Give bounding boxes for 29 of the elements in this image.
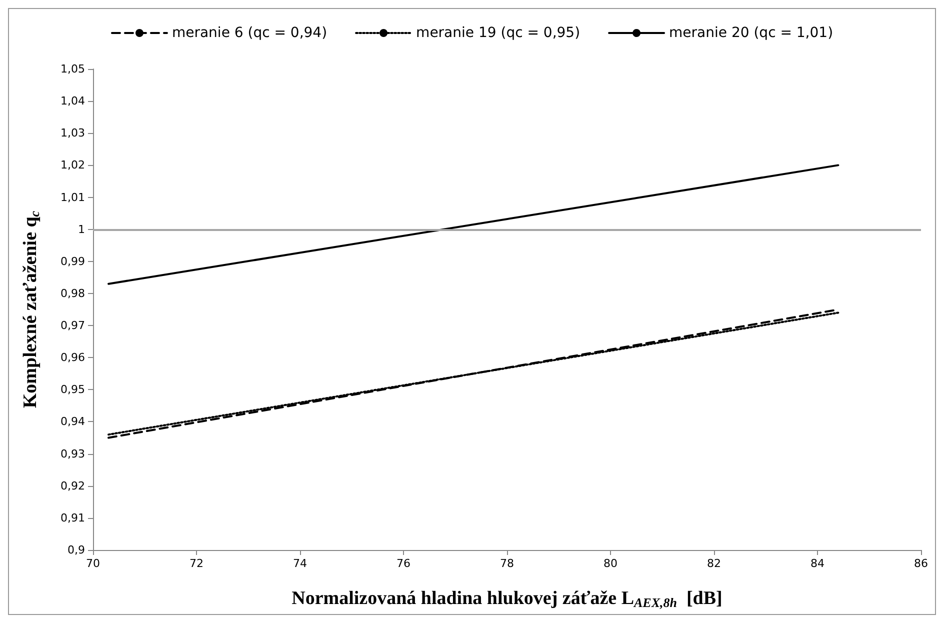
- y-tick-label: 1,02: [60, 158, 85, 172]
- y-tick-label: 0,96: [60, 351, 85, 364]
- y-tick-label: 0,91: [60, 511, 85, 524]
- legend-label: meranie 20 (qc = 1,01): [669, 25, 834, 41]
- y-tick-label: 0,94: [60, 415, 85, 428]
- x-tick-label: 82: [707, 557, 721, 570]
- y-tick-label: 0,92: [60, 479, 85, 492]
- x-tick-label: 84: [810, 557, 824, 570]
- y-tick-label: 0,9: [68, 544, 85, 556]
- y-tick-label: 1,03: [60, 126, 85, 140]
- y-tick-label: 0,95: [60, 383, 85, 396]
- x-tick-label: 74: [293, 557, 307, 570]
- y-tick-label: 0,99: [60, 254, 85, 268]
- legend-label: meranie 19 (qc = 0,95): [416, 25, 580, 41]
- y-tick-label: 0,93: [60, 447, 85, 460]
- y-tick-label: 1: [78, 222, 85, 236]
- x-tick-label: 80: [604, 557, 618, 570]
- y-tick-label: 1,01: [60, 190, 85, 204]
- x-tick-label: 78: [500, 557, 514, 570]
- x-tick-label: 86: [914, 557, 928, 570]
- x-tick-label: 76: [396, 557, 410, 570]
- y-axis-title: Komplexné zaťaženie qc: [20, 210, 42, 408]
- x-tick-label: 70: [86, 557, 100, 570]
- x-tick-label: 72: [190, 557, 204, 570]
- y-tick-label: 1,05: [60, 62, 85, 76]
- y-tick-label: 0,97: [60, 319, 85, 332]
- legend-label: meranie 6 (qc = 0,94): [172, 25, 328, 41]
- y-tick-label: 0,98: [60, 286, 85, 300]
- y-tick-label: 1,04: [60, 94, 85, 108]
